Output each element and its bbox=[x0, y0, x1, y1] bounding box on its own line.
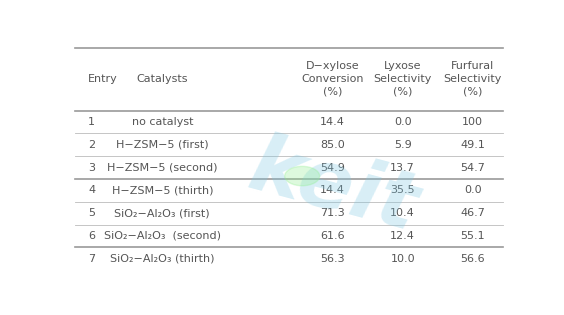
Text: SiO₂−Al₂O₃  (second): SiO₂−Al₂O₃ (second) bbox=[104, 231, 221, 241]
Text: Entry: Entry bbox=[88, 74, 118, 84]
Text: 3: 3 bbox=[88, 163, 95, 173]
Text: 55.1: 55.1 bbox=[460, 231, 485, 241]
Text: 0.0: 0.0 bbox=[464, 185, 482, 195]
Text: H−ZSM−5 (thirth): H−ZSM−5 (thirth) bbox=[112, 185, 213, 195]
Text: 35.5: 35.5 bbox=[390, 185, 415, 195]
Text: SiO₂−Al₂O₃ (first): SiO₂−Al₂O₃ (first) bbox=[114, 208, 210, 218]
Text: 5.9: 5.9 bbox=[394, 140, 412, 150]
Text: Furfural
Selectivity
(%): Furfural Selectivity (%) bbox=[443, 61, 502, 97]
Text: 10.0: 10.0 bbox=[390, 254, 415, 264]
Text: 49.1: 49.1 bbox=[460, 140, 485, 150]
Text: 4: 4 bbox=[88, 185, 95, 195]
Text: 85.0: 85.0 bbox=[320, 140, 345, 150]
Text: 6: 6 bbox=[88, 231, 95, 241]
Text: Catalysts: Catalysts bbox=[136, 74, 188, 84]
Text: 54.9: 54.9 bbox=[320, 163, 345, 173]
Text: SiO₂−Al₂O₃ (thirth): SiO₂−Al₂O₃ (thirth) bbox=[110, 254, 214, 264]
Text: 56.3: 56.3 bbox=[320, 254, 345, 264]
Text: 14.4: 14.4 bbox=[320, 117, 345, 127]
Text: keit: keit bbox=[240, 128, 426, 248]
Text: 14.4: 14.4 bbox=[320, 185, 345, 195]
Text: 0.0: 0.0 bbox=[394, 117, 412, 127]
Text: 61.6: 61.6 bbox=[320, 231, 345, 241]
Text: no catalyst: no catalyst bbox=[131, 117, 193, 127]
Text: D−xylose
Conversion
(%): D−xylose Conversion (%) bbox=[302, 61, 364, 97]
Text: 56.6: 56.6 bbox=[460, 254, 485, 264]
Text: 2: 2 bbox=[88, 140, 95, 150]
Text: H−ZSM−5 (second): H−ZSM−5 (second) bbox=[107, 163, 218, 173]
Text: 54.7: 54.7 bbox=[460, 163, 485, 173]
Text: 46.7: 46.7 bbox=[460, 208, 485, 218]
Text: H−ZSM−5 (first): H−ZSM−5 (first) bbox=[116, 140, 209, 150]
Text: 10.4: 10.4 bbox=[390, 208, 415, 218]
Text: 5: 5 bbox=[88, 208, 95, 218]
Circle shape bbox=[285, 166, 320, 186]
Text: 71.3: 71.3 bbox=[320, 208, 345, 218]
Text: 13.7: 13.7 bbox=[390, 163, 415, 173]
Text: Lyxose
Selectivity
(%): Lyxose Selectivity (%) bbox=[373, 61, 432, 97]
Text: 7: 7 bbox=[88, 254, 95, 264]
Text: 12.4: 12.4 bbox=[390, 231, 415, 241]
Text: 1: 1 bbox=[88, 117, 95, 127]
Text: 100: 100 bbox=[462, 117, 483, 127]
